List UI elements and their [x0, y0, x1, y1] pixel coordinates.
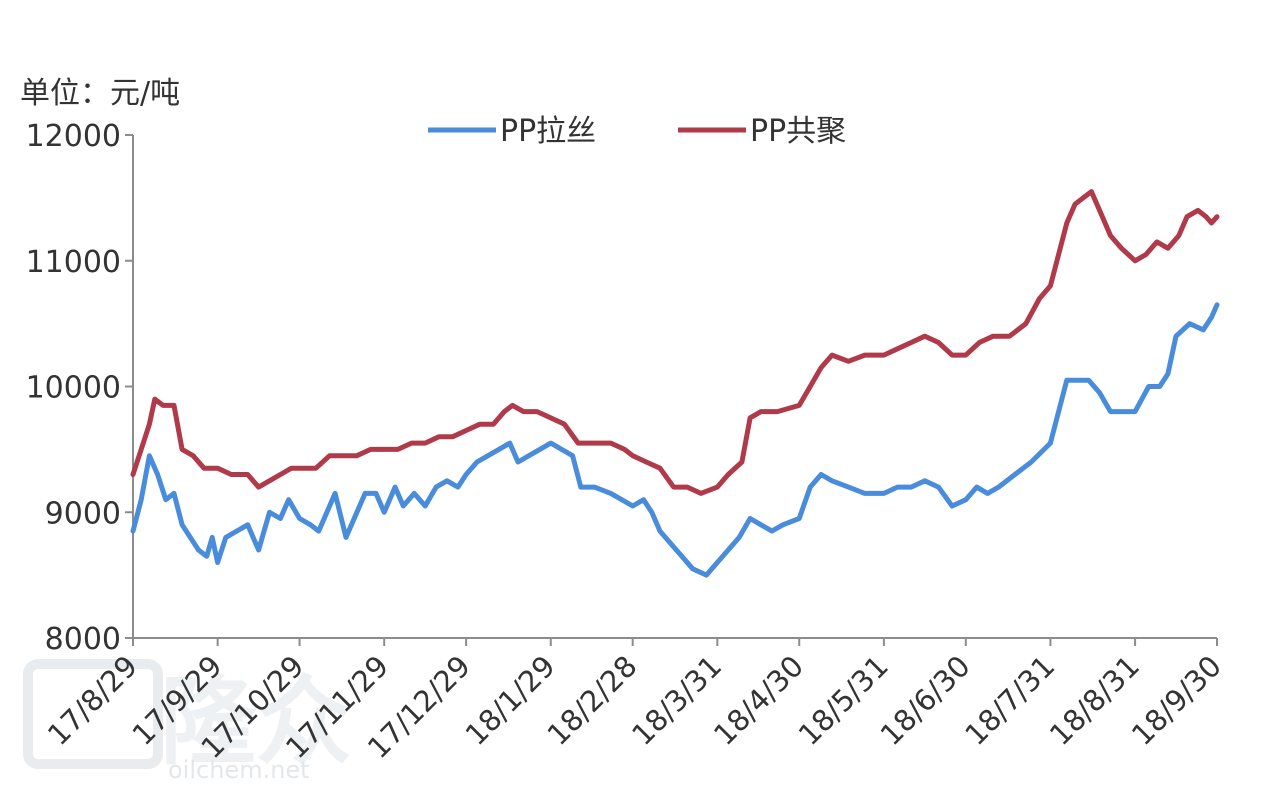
ticks: 8000900010000110001200017/8/2917/9/2917/…	[26, 119, 1228, 765]
x-tick-label: 18/9/30	[1125, 649, 1228, 752]
y-tick-label: 8000	[45, 622, 121, 657]
x-tick-label: 18/4/30	[707, 649, 810, 752]
watermark-logo-mark	[23, 659, 163, 769]
series-line-1	[130, 302, 1220, 578]
y-tick-label: 12000	[26, 119, 121, 154]
x-tick-label: 18/3/31	[625, 649, 728, 752]
x-tick-label: 18/5/31	[792, 649, 895, 752]
legend-label-2: PP共聚	[750, 114, 846, 149]
unit-label: 单位：元/吨	[20, 76, 180, 111]
y-tick-label: 10000	[26, 371, 121, 406]
x-tick-label: 18/6/30	[874, 649, 977, 752]
axes	[132, 135, 1217, 639]
x-tick-label: 18/2/28	[541, 649, 644, 752]
watermark-url: oilchem.net	[168, 756, 310, 784]
x-tick-label: 18/8/31	[1043, 649, 1146, 752]
legend-label-1: PP拉丝	[500, 114, 596, 149]
x-tick-label: 18/7/31	[958, 649, 1061, 752]
y-tick-label: 11000	[26, 245, 121, 280]
y-tick-label: 9000	[45, 496, 121, 531]
legend: PP拉丝 PP共聚	[428, 114, 846, 149]
series-lines	[130, 189, 1220, 578]
x-tick-label: 18/1/29	[459, 649, 562, 752]
watermark-text: 隆众	[160, 666, 352, 778]
series-line-2	[130, 189, 1220, 496]
